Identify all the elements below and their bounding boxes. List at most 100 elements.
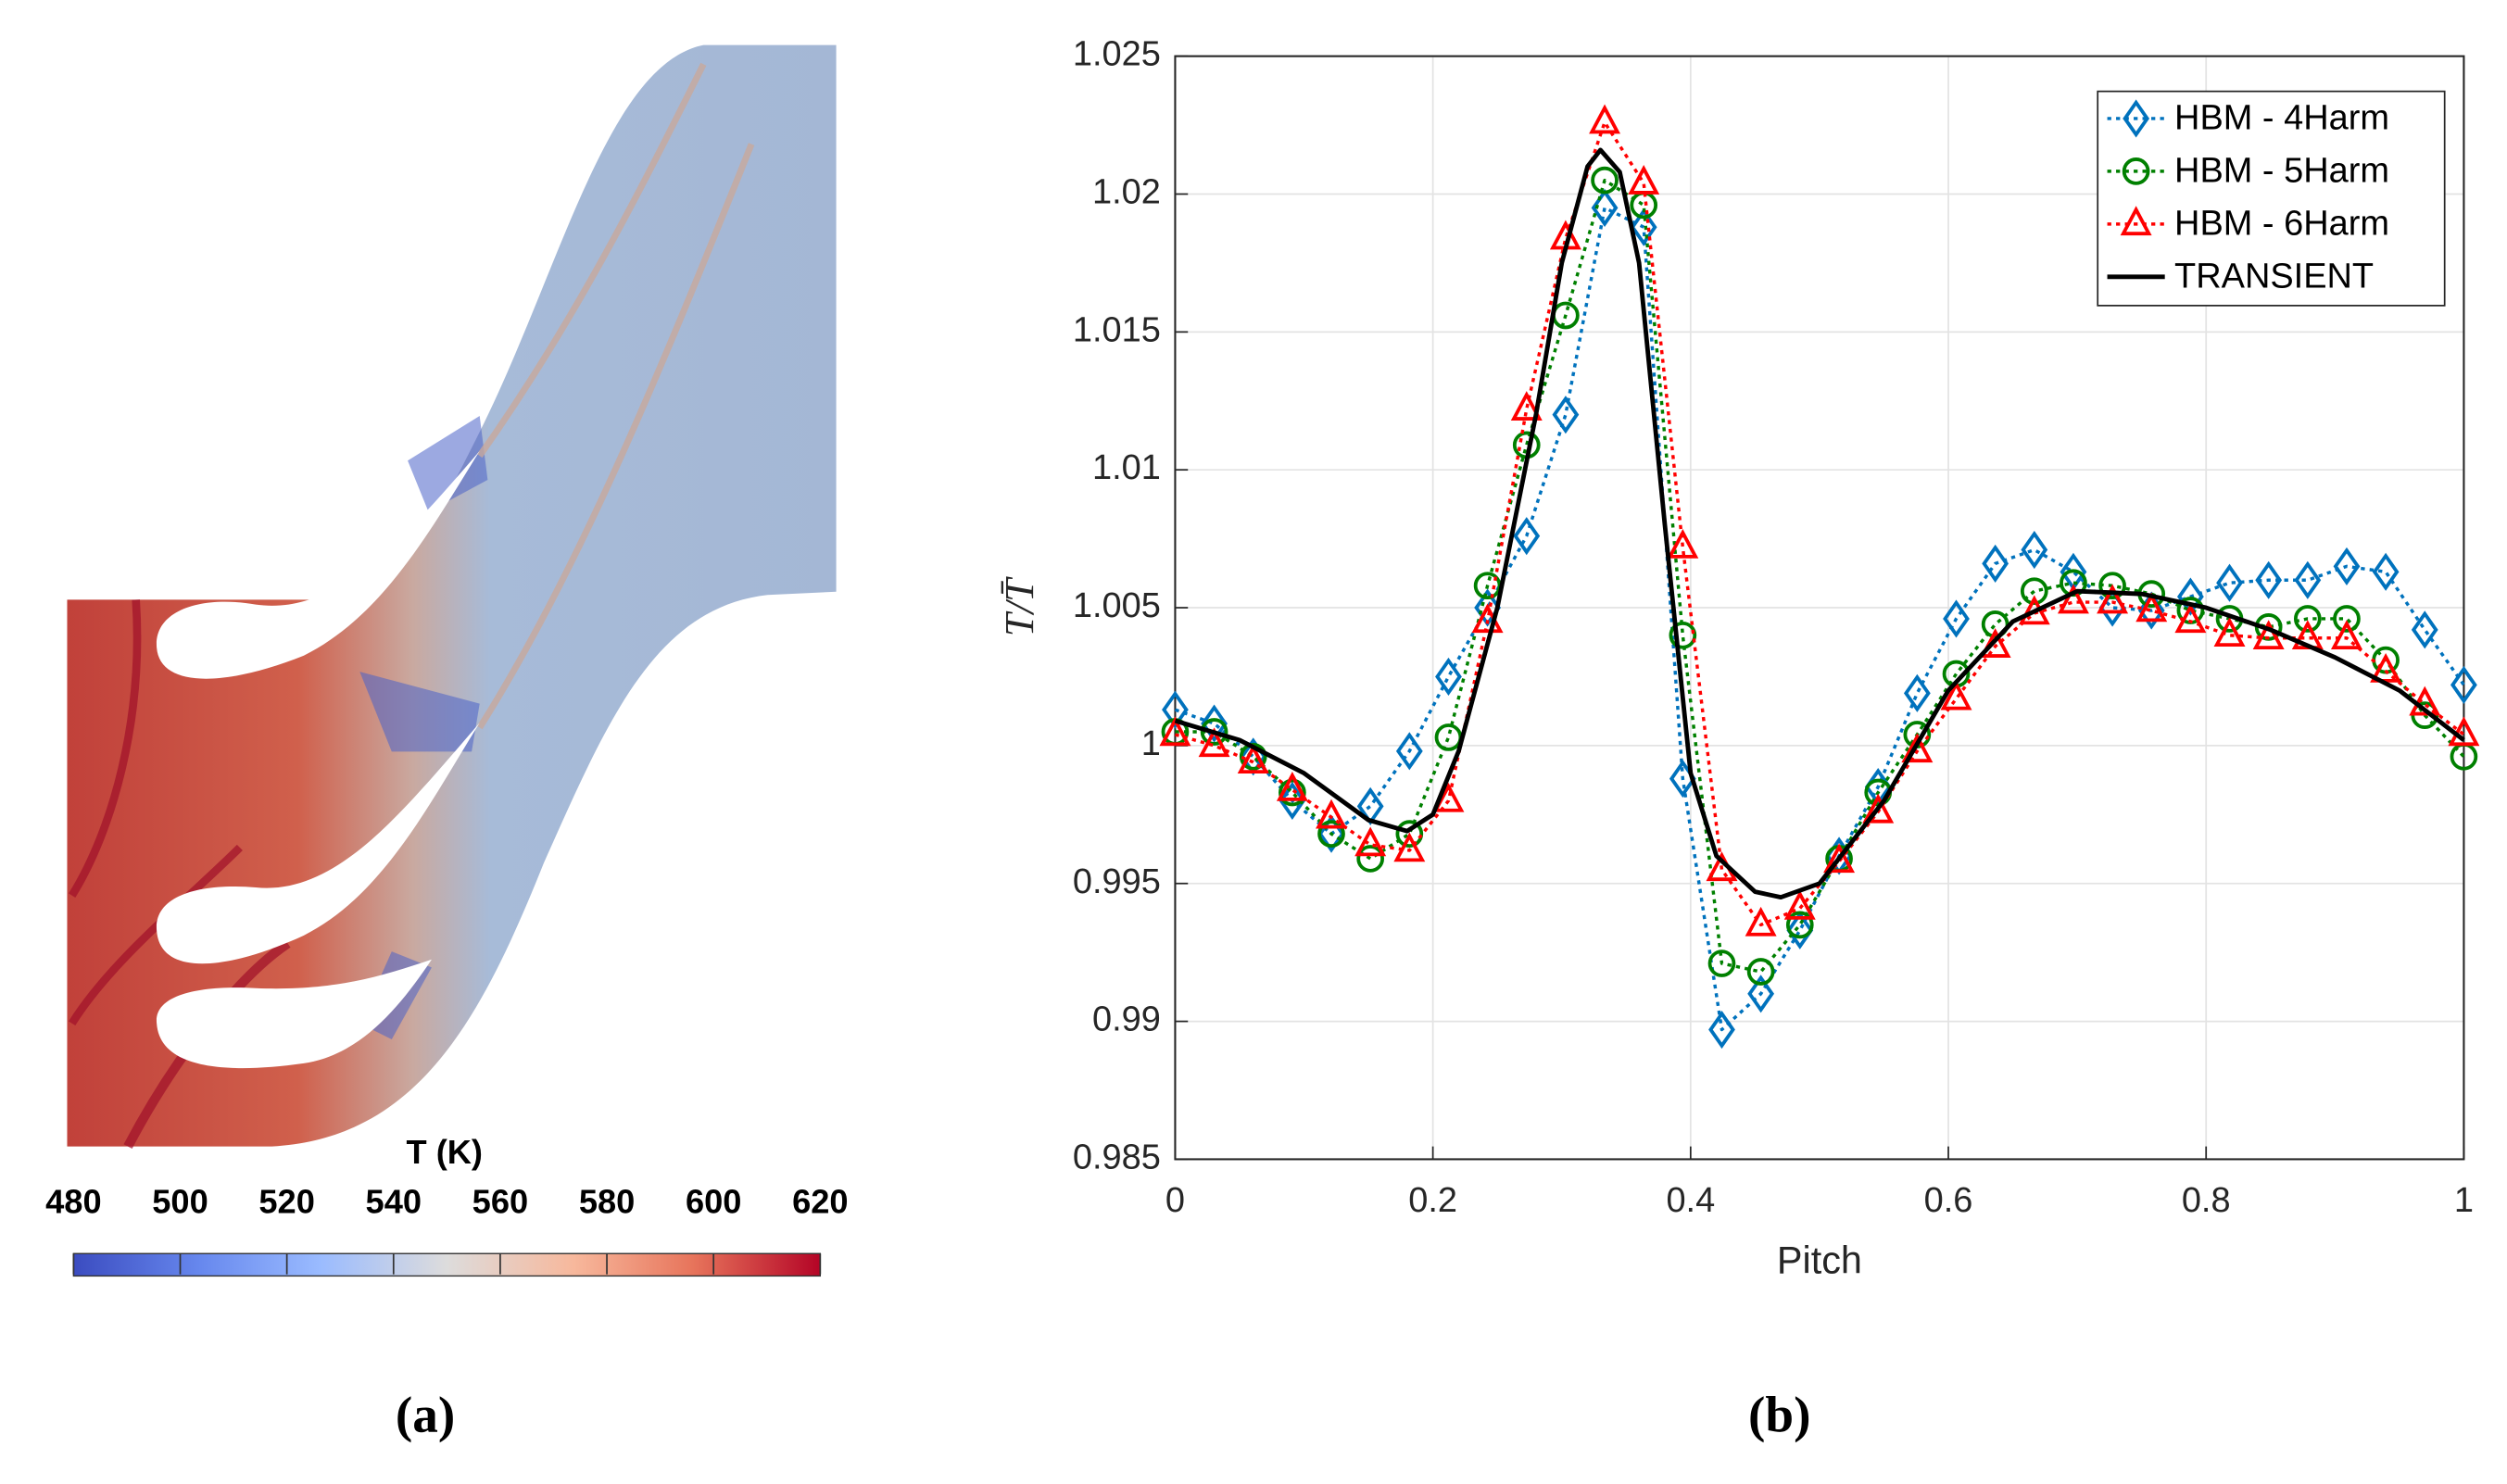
blade (156, 450, 480, 679)
x-tick-label: 0.4 (1666, 1181, 1715, 1220)
marker (1591, 188, 1619, 227)
colorbar-tick-label: 480 (45, 1182, 101, 1220)
marker (2372, 552, 2400, 591)
marker (1667, 528, 1699, 559)
marker (2294, 560, 2322, 599)
plot-area (1159, 104, 2480, 1050)
x-tick-label: 1 (2454, 1181, 2474, 1220)
x-tick-label: 0.6 (1924, 1181, 1973, 1220)
marker (2255, 560, 2283, 599)
y-tick-label: 1.025 (1073, 35, 1161, 74)
x-tick-label: 0.2 (1408, 1181, 1457, 1220)
marker (1785, 911, 1814, 939)
colorbar-tick-label: 600 (686, 1182, 741, 1220)
panel-caption: (b) (1748, 1386, 1810, 1442)
marker (1630, 208, 1657, 246)
series-line (1175, 178, 2465, 974)
legend-label: HBM - 6Harm (2174, 205, 2389, 244)
marker (1982, 544, 2009, 583)
marker (1316, 799, 1347, 829)
flow-domain (67, 44, 837, 1147)
marker (1669, 621, 1697, 649)
marker (1395, 732, 1423, 771)
marker (1393, 832, 1426, 862)
marker (2333, 605, 2361, 633)
marker (1237, 744, 1269, 773)
legend-box (2097, 90, 2446, 307)
marker (2057, 584, 2089, 614)
cold-patch (408, 415, 488, 512)
marker (2174, 603, 2207, 634)
marker (1198, 727, 1230, 758)
marker (1940, 680, 1972, 711)
legend-label: HBM - 5Harm (2174, 152, 2389, 191)
x-tick-label: 0 (1165, 1181, 1185, 1220)
marker (1786, 911, 1814, 950)
colorbar-ticks: 480 500 520 540 560 580 600 620 (45, 1182, 849, 1275)
marker (2448, 716, 2480, 747)
marker (1435, 657, 1462, 697)
marker (2450, 665, 2477, 704)
marker (1432, 782, 1465, 812)
blade (156, 723, 480, 964)
panel-caption: (a) (396, 1386, 455, 1442)
marker (2293, 605, 2322, 633)
x-axis-label: Pitch (1777, 1239, 1862, 1282)
y-tick-label: 1.01 (1092, 448, 1161, 487)
marker (1276, 771, 1308, 801)
marker (1628, 165, 1660, 195)
marker (2409, 685, 2441, 716)
marker (2216, 563, 2243, 602)
colorbar-tick-label: 520 (258, 1182, 314, 1220)
series-line (1174, 120, 2465, 927)
marker (2333, 547, 2361, 585)
cold-patch (359, 672, 480, 752)
marker (1591, 166, 1619, 195)
marker (1201, 704, 1228, 743)
marker (1707, 950, 1736, 977)
hot-streak (68, 599, 142, 898)
marker (1747, 975, 1775, 1013)
colorbar-tick-label: 540 (366, 1182, 422, 1220)
marker (2370, 652, 2402, 683)
x-tick-label: 0.8 (2182, 1181, 2231, 1220)
marker (2021, 530, 2048, 570)
y-tick-label: 0.985 (1073, 1138, 1161, 1176)
colorbar-tick-label: 580 (579, 1182, 635, 1220)
marker (1279, 781, 1306, 820)
marker (1708, 1010, 1735, 1050)
marker (2098, 572, 2126, 600)
marker (1354, 826, 1387, 857)
marker (1395, 820, 1424, 848)
colorbar-tick-label: 500 (152, 1182, 208, 1220)
marker (1552, 396, 1580, 434)
blade (156, 959, 432, 1069)
marker (1356, 845, 1385, 873)
marker (1317, 820, 1345, 848)
contour-field (67, 44, 837, 1150)
marker (1943, 599, 1970, 638)
colorbar-tick-label: 560 (472, 1182, 528, 1220)
marker (2097, 584, 2129, 614)
marker (1901, 733, 1934, 763)
legend-marker (2122, 157, 2150, 185)
marker (1279, 778, 1306, 807)
marker (2252, 620, 2285, 650)
wake (476, 143, 755, 730)
hot-streak (69, 844, 243, 1026)
marker (2411, 610, 2438, 649)
marker (1162, 690, 1189, 729)
legend-label: HBM - 4Harm (2174, 99, 2389, 138)
marker (1513, 517, 1541, 556)
series-line (1174, 147, 2465, 900)
marker (1746, 958, 1775, 986)
legend-marker (2120, 206, 2152, 236)
marker (2020, 577, 2048, 606)
y-tick-label: 1.015 (1073, 310, 1161, 349)
marker (1903, 673, 1931, 712)
y-axis-label: T/T̄ (996, 576, 1042, 636)
marker (1862, 793, 1895, 824)
marker (2330, 620, 2362, 650)
